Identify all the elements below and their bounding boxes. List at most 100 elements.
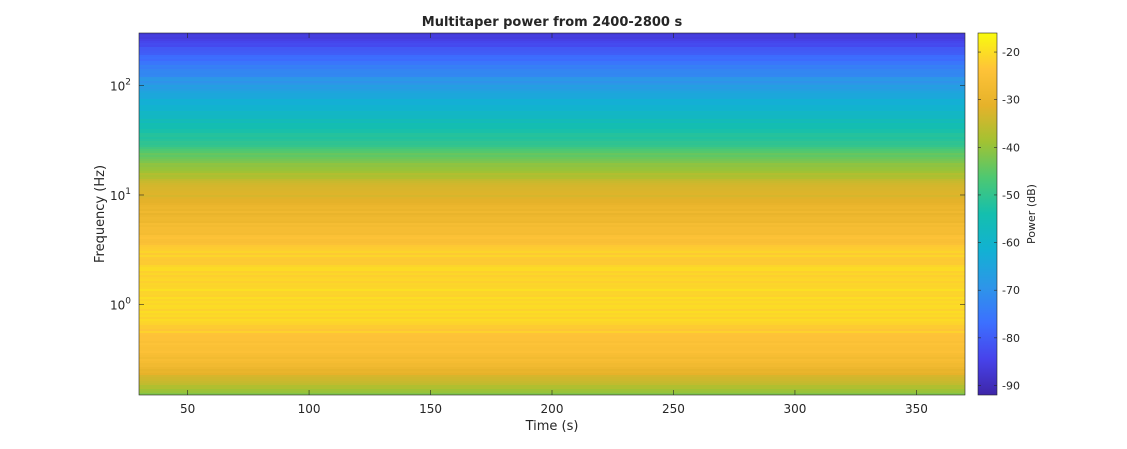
heatmap-row [139,109,965,112]
heatmap-row [139,57,965,60]
heatmap-row [139,245,965,248]
heatmap-row [139,111,965,114]
heatmap-row [139,359,965,362]
heatmap-row [139,303,965,306]
heatmap-row [139,329,965,332]
colorbar [978,33,997,395]
heatmap-row [139,249,965,252]
heatmap-row [139,133,965,136]
heatmap-row [139,333,965,336]
heatmap-row [139,233,965,236]
heatmap-row [139,331,965,334]
colorbar-tick-label: -60 [1002,237,1020,250]
heatmap-row [139,99,965,102]
heatmap-row [139,319,965,322]
heatmap-row [139,237,965,240]
x-axis-label: Time (s) [525,419,579,434]
heatmap-row [139,65,965,68]
heatmap-row [139,213,965,216]
heatmap-row [139,157,965,160]
heatmap-row [139,177,965,180]
heatmap-row [139,263,965,266]
heatmap-row [139,123,965,126]
heatmap-row [139,105,965,108]
heatmap-row [139,165,965,168]
heatmap-row [139,341,965,344]
heatmap-row [139,47,965,50]
heatmap-row [139,183,965,186]
heatmap-row [139,115,965,118]
heatmap-row [139,69,965,72]
heatmap-row [139,385,965,388]
heatmap-row [139,43,965,46]
heatmap-row [139,147,965,150]
heatmap-row [139,201,965,204]
x-tick-label: 350 [905,402,928,416]
heatmap-row [139,95,965,98]
heatmap-row [139,345,965,348]
heatmap-row [139,275,965,278]
x-tick-label: 50 [180,402,195,416]
heatmap-row [139,289,965,292]
heatmap-row [139,261,965,264]
colorbar-tick-label: -80 [1002,332,1020,345]
heatmap-row [139,375,965,378]
heatmap-row [139,71,965,74]
heatmap-row [139,301,965,304]
heatmap-row [139,49,965,52]
heatmap-row [139,59,965,62]
heatmap-row [139,185,965,188]
heatmap-row [139,231,965,234]
heatmap-row [139,141,965,144]
heatmap-row [139,347,965,350]
heatmap-row [139,67,965,70]
heatmap-row [139,63,965,66]
heatmap-row [139,371,965,374]
heatmap-row [139,161,965,164]
heatmap-row [139,89,965,92]
heatmap-row [139,187,965,190]
heatmap-row [139,205,965,208]
heatmap-rows [139,33,965,395]
heatmap-row [139,313,965,316]
heatmap-row [139,163,965,166]
heatmap-row [139,191,965,194]
heatmap-row [139,367,965,370]
heatmap-row [139,277,965,280]
heatmap-row [139,119,965,122]
heatmap-row [139,179,965,182]
heatmap-row [139,39,965,42]
heatmap-row [139,373,965,376]
heatmap-row [139,325,965,328]
heatmap-row [139,175,965,178]
heatmap-row [139,55,965,58]
heatmap-row [139,351,965,354]
heatmap-row [139,321,965,324]
heatmap-row [139,365,965,368]
heatmap-row [139,285,965,288]
heatmap-row [139,381,965,384]
heatmap-row [139,169,965,172]
heatmap-row [139,223,965,226]
colorbar-tick-label: -40 [1002,141,1020,154]
x-tick-label: 300 [783,402,806,416]
y-tick-label: 101 [110,187,131,203]
colorbar-tick-label: -90 [1002,379,1020,392]
heatmap-row [139,75,965,78]
heatmap-row [139,291,965,294]
heatmap-row [139,239,965,242]
heatmap-row [139,91,965,94]
heatmap-row [139,209,965,212]
heatmap-row [139,343,965,346]
heatmap-row [139,219,965,222]
heatmap-row [139,37,965,40]
heatmap-row [139,193,965,196]
heatmap-row [139,241,965,244]
heatmap-row [139,139,965,142]
heatmap-row [139,317,965,320]
heatmap-row [139,357,965,360]
heatmap-row [139,51,965,54]
x-tick-label: 250 [662,402,685,416]
heatmap-row [139,293,965,296]
